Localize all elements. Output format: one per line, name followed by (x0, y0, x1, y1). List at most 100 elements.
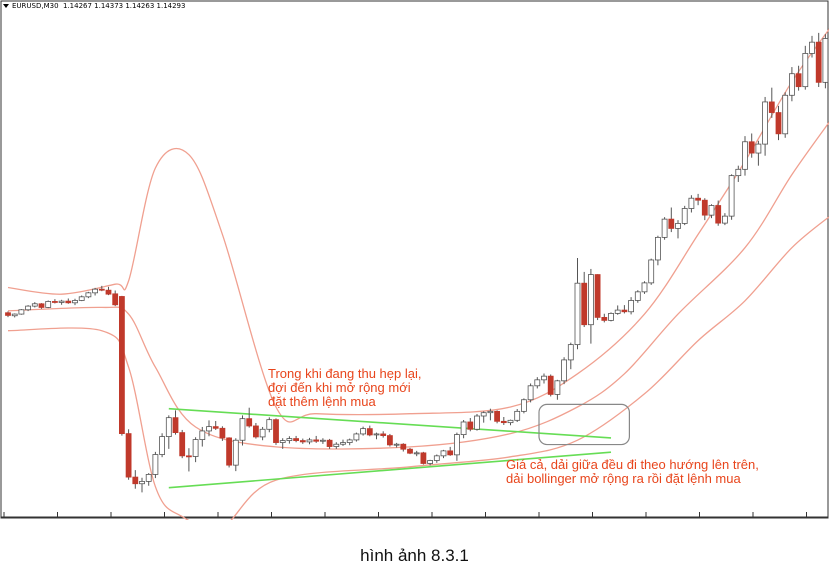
candle-body (326, 439, 333, 447)
candle (608, 312, 614, 322)
candle-body (139, 481, 145, 485)
candle (326, 438, 333, 449)
candle (527, 383, 534, 403)
candle-body (98, 288, 105, 291)
dropdown-triangle-icon[interactable] (3, 4, 9, 8)
candle-body (608, 313, 614, 321)
candle-body (38, 303, 45, 308)
candles (5, 32, 829, 493)
candle-body (681, 208, 688, 224)
symbol-header: EURUSD,M30 1.14267 1.14373 1.14263 1.142… (3, 2, 185, 10)
candle-body (85, 292, 92, 298)
candle (18, 309, 25, 315)
candle (547, 374, 554, 397)
candle-body (5, 312, 11, 316)
candle (427, 459, 434, 466)
candle (581, 271, 588, 328)
candle (574, 257, 581, 350)
candle-body (420, 452, 427, 464)
candle-body (628, 300, 634, 313)
candle-body (487, 410, 494, 414)
candle (319, 438, 326, 444)
candle (822, 34, 829, 89)
candle (507, 419, 514, 426)
candle (299, 438, 306, 444)
candle (313, 435, 320, 443)
candle-body (588, 274, 594, 326)
candle (380, 431, 387, 438)
candle (306, 437, 313, 445)
candle (789, 67, 795, 102)
candle-body (380, 433, 387, 436)
candle-body (594, 274, 601, 318)
candle (661, 217, 668, 240)
candle (722, 213, 728, 226)
candle-body (440, 450, 447, 457)
candle-body (614, 309, 621, 314)
candle (701, 198, 708, 221)
candle-body (668, 218, 675, 229)
bollinger-lower-band (7, 216, 829, 520)
candle-body (789, 73, 795, 96)
candle-body (534, 379, 541, 387)
candle (453, 432, 460, 461)
candle-body (333, 443, 340, 447)
candle-body (467, 421, 474, 430)
candle-body (192, 439, 199, 457)
candle (38, 303, 45, 309)
support-trendline (168, 451, 612, 489)
candle (273, 418, 279, 445)
candle-body (226, 437, 233, 466)
annotation-expansion: Giá cả, dải giữa đều đi theo hướng lên t… (506, 457, 759, 486)
candle-body (561, 359, 567, 382)
candle (159, 433, 166, 458)
time-axis-ticks (3, 512, 807, 517)
candle (567, 342, 574, 370)
candle (480, 411, 487, 423)
candle-body (266, 419, 273, 430)
candle (715, 200, 722, 226)
candle (125, 429, 132, 480)
candle (815, 32, 822, 87)
candle-body (11, 313, 18, 317)
highlight-box-layer (538, 403, 631, 446)
candle (393, 442, 400, 448)
candle-body (58, 300, 65, 303)
candle (259, 426, 266, 441)
candle (373, 432, 380, 440)
candle-body (661, 218, 668, 238)
candle-body (474, 415, 480, 430)
candle-body (695, 197, 701, 201)
chart-window[interactable]: EURUSD,M30 1.14267 1.14373 1.14263 1.142… (0, 0, 829, 520)
candle-body (219, 427, 226, 439)
candle-body (172, 417, 179, 434)
candle (132, 470, 139, 489)
candle (85, 291, 92, 299)
candle (239, 415, 246, 446)
candle-body (25, 305, 32, 311)
price-chart[interactable] (0, 0, 829, 520)
candle (293, 435, 300, 443)
candle (72, 298, 78, 306)
candle-body (782, 94, 789, 135)
candle-body (735, 168, 742, 177)
candle (366, 425, 373, 437)
candle-body (393, 443, 400, 446)
candle-body (675, 223, 681, 229)
candle (447, 446, 454, 456)
candle (594, 274, 601, 321)
symbol-label: EURUSD,M30 (12, 2, 59, 10)
candle-body (567, 344, 574, 361)
candle-body (762, 101, 768, 145)
candle (105, 286, 112, 296)
candle (78, 295, 85, 302)
candle (360, 426, 367, 436)
candle-body (574, 282, 581, 346)
candle-body (521, 399, 527, 412)
candle (252, 422, 259, 439)
candle (98, 285, 105, 292)
candle-body (728, 175, 735, 217)
candle-body (373, 433, 380, 436)
candle-body (185, 455, 192, 458)
candle (226, 437, 233, 468)
